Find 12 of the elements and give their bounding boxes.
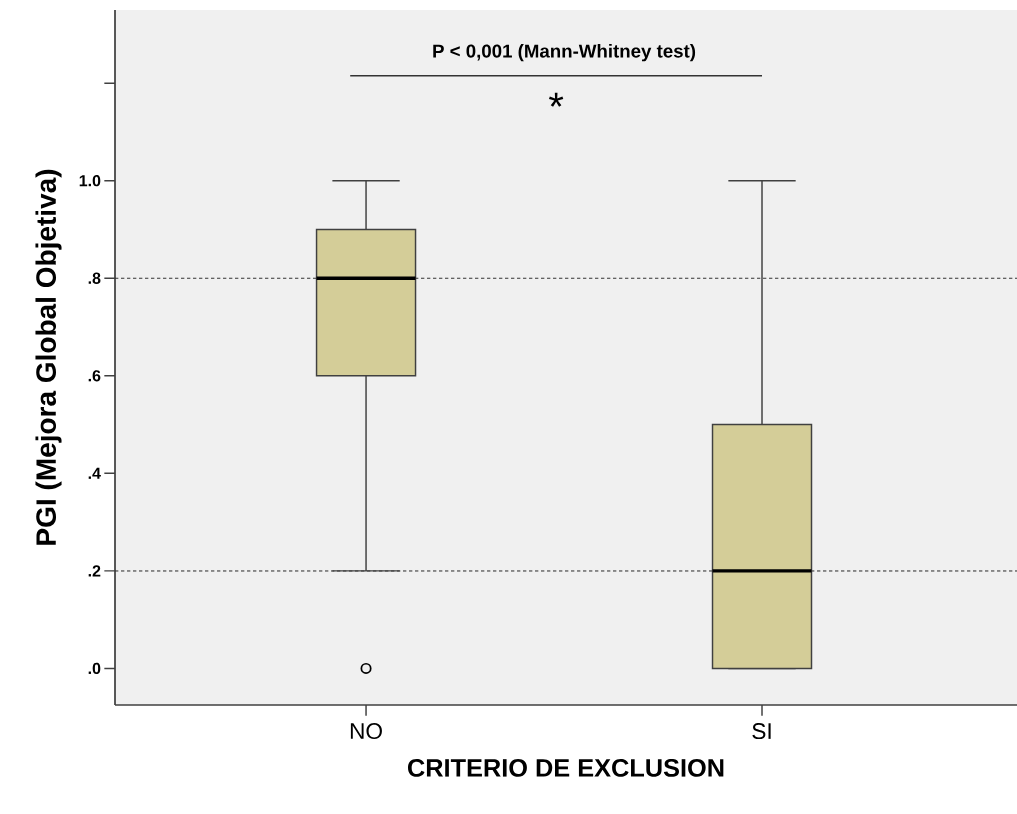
y-tick-label: .0 bbox=[88, 662, 101, 675]
x-axis-title: CRITERIO DE EXCLUSION bbox=[408, 758, 724, 777]
y-tick-label: .6 bbox=[88, 370, 101, 382]
annotation: P < 0,001 (Mann-Whitney test) bbox=[433, 43, 696, 62]
x-tick-label: NO bbox=[350, 723, 382, 740]
y-tick-label: .4 bbox=[88, 467, 101, 479]
x-tick-label: SI bbox=[752, 723, 771, 740]
y-axis-title: PGI (Mejora Global Objetiva) bbox=[35, 169, 62, 545]
y-tick-label: .2 bbox=[88, 565, 101, 577]
y-tick-label: 1.0 bbox=[79, 175, 101, 187]
y-tick-label: .8 bbox=[88, 272, 101, 284]
annotation: * bbox=[548, 92, 564, 107]
